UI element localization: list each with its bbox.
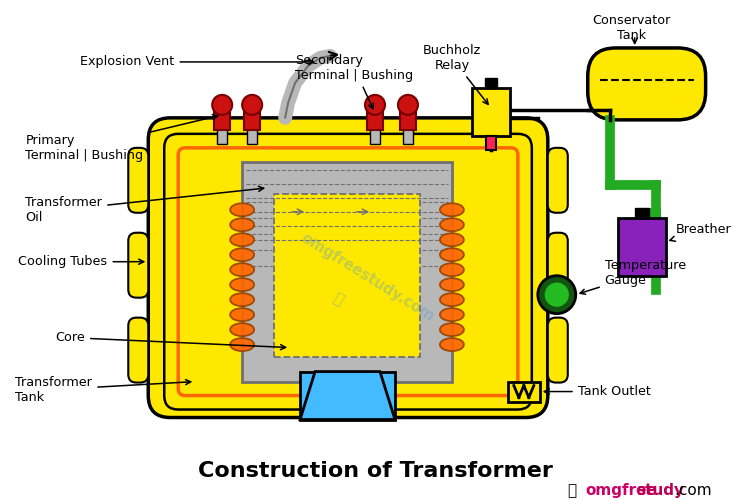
Bar bbox=[634, 208, 649, 218]
FancyBboxPatch shape bbox=[148, 118, 548, 418]
Bar bbox=[618, 218, 666, 276]
Bar bbox=[274, 194, 420, 356]
Bar bbox=[300, 372, 395, 420]
Bar bbox=[242, 162, 452, 382]
Bar bbox=[217, 126, 227, 144]
Text: Explosion Vent: Explosion Vent bbox=[80, 56, 314, 68]
Text: Conservator
Tank: Conservator Tank bbox=[592, 14, 671, 42]
FancyBboxPatch shape bbox=[178, 148, 518, 396]
Bar bbox=[370, 126, 380, 144]
Text: Temperature
Gauge: Temperature Gauge bbox=[580, 258, 686, 294]
Polygon shape bbox=[300, 372, 395, 420]
Ellipse shape bbox=[230, 204, 254, 216]
Bar bbox=[400, 108, 416, 130]
Ellipse shape bbox=[440, 233, 464, 246]
Ellipse shape bbox=[440, 338, 464, 351]
Bar bbox=[472, 88, 510, 136]
Ellipse shape bbox=[440, 248, 464, 261]
Ellipse shape bbox=[440, 293, 464, 306]
Ellipse shape bbox=[230, 323, 254, 336]
Text: Core: Core bbox=[56, 331, 286, 349]
Ellipse shape bbox=[230, 233, 254, 246]
Text: omgfreestudy.com: omgfreestudy.com bbox=[298, 230, 437, 325]
Circle shape bbox=[212, 95, 232, 115]
Circle shape bbox=[398, 95, 418, 115]
Bar bbox=[367, 108, 383, 130]
Text: 📚: 📚 bbox=[567, 483, 576, 498]
Bar bbox=[403, 126, 413, 144]
Ellipse shape bbox=[230, 248, 254, 261]
Circle shape bbox=[538, 276, 576, 314]
Ellipse shape bbox=[440, 263, 464, 276]
Bar bbox=[248, 126, 257, 144]
FancyBboxPatch shape bbox=[128, 318, 148, 382]
Bar bbox=[214, 108, 230, 130]
Text: study: study bbox=[637, 483, 685, 498]
Ellipse shape bbox=[230, 278, 254, 291]
Text: omgfree: omgfree bbox=[586, 483, 658, 498]
Bar bbox=[508, 382, 540, 402]
Bar bbox=[274, 194, 420, 356]
FancyBboxPatch shape bbox=[548, 148, 568, 213]
Ellipse shape bbox=[230, 308, 254, 321]
Bar bbox=[244, 108, 260, 130]
Ellipse shape bbox=[440, 204, 464, 216]
Text: Primary
Terminal | Bushing: Primary Terminal | Bushing bbox=[26, 114, 218, 162]
FancyBboxPatch shape bbox=[164, 134, 532, 409]
Text: Transformer
Tank: Transformer Tank bbox=[16, 376, 190, 404]
Text: Buchholz
Relay: Buchholz Relay bbox=[423, 44, 488, 104]
Ellipse shape bbox=[230, 338, 254, 351]
Text: 📚: 📚 bbox=[330, 291, 346, 308]
Ellipse shape bbox=[440, 323, 464, 336]
FancyBboxPatch shape bbox=[128, 232, 148, 298]
Circle shape bbox=[365, 95, 385, 115]
Bar bbox=[484, 78, 496, 88]
Ellipse shape bbox=[440, 218, 464, 231]
Ellipse shape bbox=[230, 293, 254, 306]
Text: Transformer
Oil: Transformer Oil bbox=[26, 186, 264, 224]
Text: Secondary
Terminal | Bushing: Secondary Terminal | Bushing bbox=[295, 54, 413, 109]
Ellipse shape bbox=[440, 278, 464, 291]
Ellipse shape bbox=[230, 263, 254, 276]
Circle shape bbox=[544, 282, 570, 308]
Ellipse shape bbox=[230, 218, 254, 231]
FancyBboxPatch shape bbox=[548, 232, 568, 298]
Ellipse shape bbox=[440, 308, 464, 321]
Text: Tank Outlet: Tank Outlet bbox=[544, 385, 651, 398]
FancyBboxPatch shape bbox=[548, 318, 568, 382]
Text: Cooling Tubes: Cooling Tubes bbox=[19, 255, 144, 268]
Text: .com: .com bbox=[675, 483, 712, 498]
Bar bbox=[486, 136, 496, 150]
Text: Construction of Transformer: Construction of Transformer bbox=[197, 462, 553, 481]
FancyBboxPatch shape bbox=[128, 148, 148, 213]
FancyBboxPatch shape bbox=[588, 48, 706, 120]
Text: Breather: Breather bbox=[670, 223, 731, 242]
Circle shape bbox=[242, 95, 262, 115]
